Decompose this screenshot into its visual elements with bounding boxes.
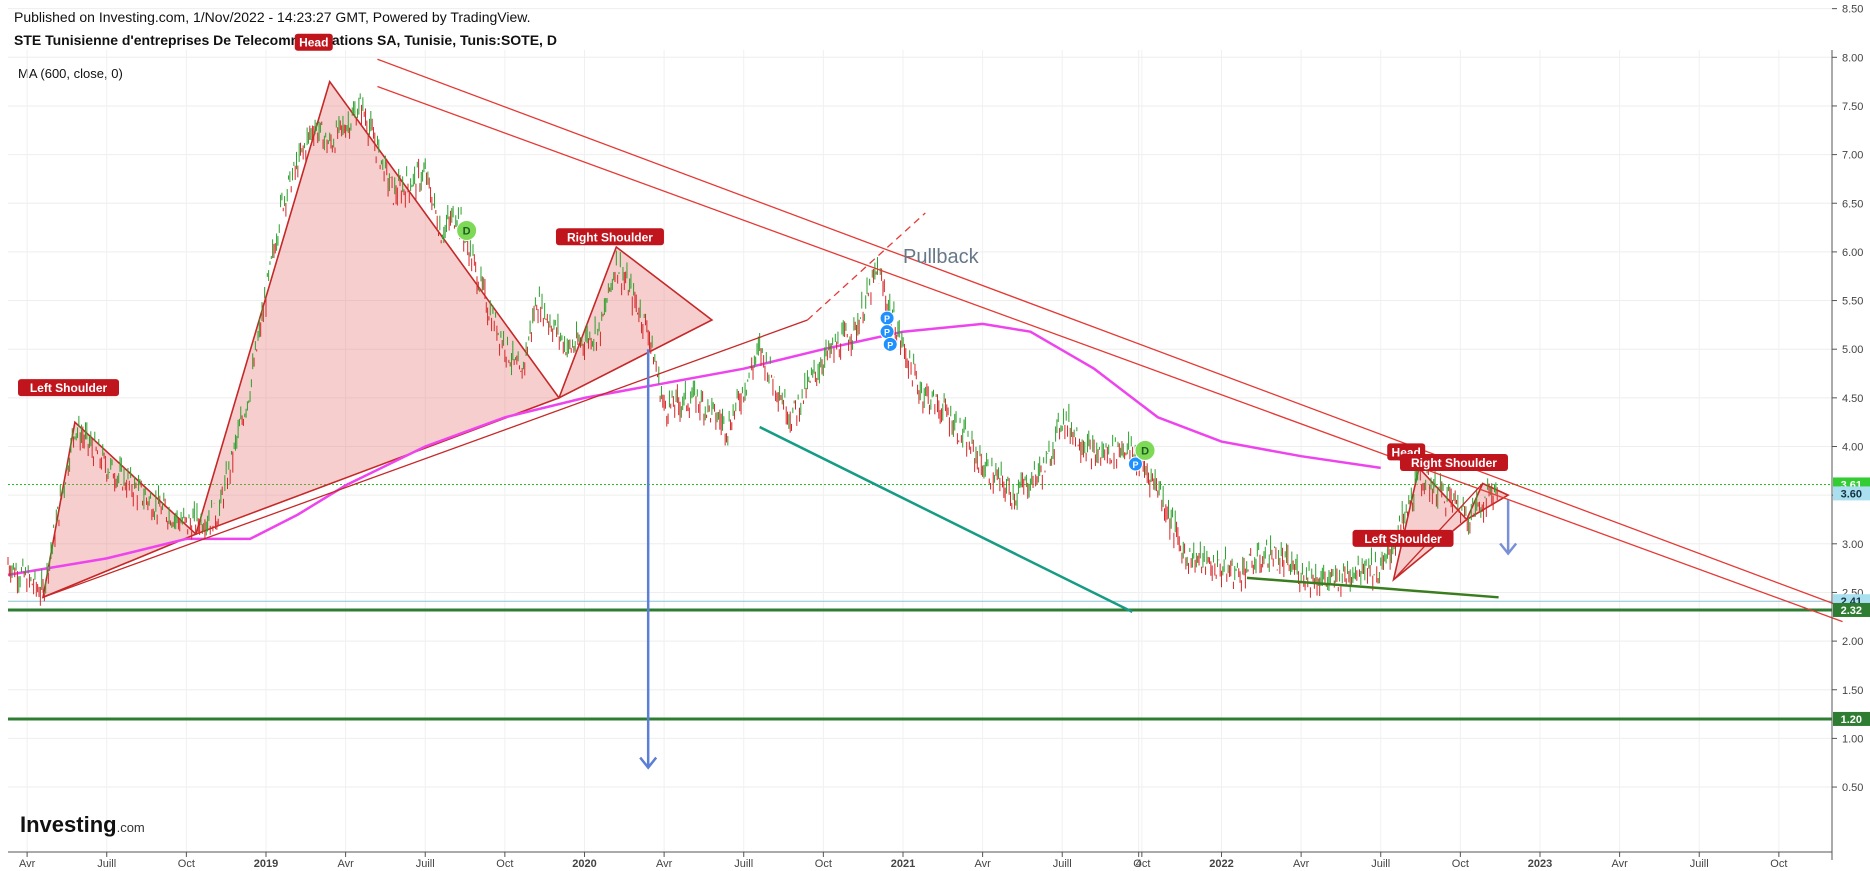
trend-line[interactable]: [377, 85, 1843, 623]
y-tick-label: 6.00: [1842, 247, 1863, 259]
y-tick-label: 5.50: [1842, 296, 1863, 308]
trend-line[interactable]: [759, 425, 1133, 614]
logo-main: Investing: [20, 812, 117, 837]
event-marker-label: D: [463, 225, 471, 237]
x-tick-label: Avr: [1293, 858, 1310, 870]
pattern-triangle: [41, 420, 198, 599]
target-arrows: [639, 349, 1518, 770]
y-tick-label: 3.00: [1842, 539, 1863, 551]
event-marker-label: D: [1141, 445, 1149, 457]
pattern-label-box: [1399, 454, 1508, 472]
y-tick-label: 1.50: [1842, 685, 1863, 697]
horizontal-levels: [8, 483, 1832, 721]
price-tag: [1833, 602, 1870, 617]
investing-logo: Investing.com: [20, 812, 145, 838]
pattern-label-box: [1352, 529, 1454, 547]
trend-lines[interactable]: [42, 58, 1843, 623]
y-tick-label: 1.00: [1842, 733, 1863, 745]
y-tick-label: 6.50: [1842, 198, 1863, 210]
y-tick-label: 8.50: [1842, 4, 1863, 16]
arrow-head: [1499, 542, 1518, 556]
x-tick-label: Juill: [1371, 858, 1390, 870]
moving-average: [7, 322, 1381, 577]
y-tick-label: 7.00: [1842, 150, 1863, 162]
x-tick-label: 2021: [891, 858, 915, 870]
pattern-label-box: [555, 228, 664, 246]
x-tick-label: Avr: [1611, 858, 1628, 870]
ma-line: [7, 322, 1381, 577]
event-marker-p[interactable]: [1127, 456, 1143, 472]
trend-line[interactable]: [42, 319, 808, 598]
event-marker-label: P: [884, 314, 890, 324]
x-tick-label: 2020: [572, 858, 596, 870]
x-tick-label: Juill: [97, 858, 116, 870]
pattern-label: Right Shoulder: [1411, 456, 1497, 470]
y-tick-label: 4.50: [1842, 393, 1863, 405]
price-tag-label: 3.60: [1841, 488, 1862, 500]
y-axis[interactable]: 0.501.001.502.002.503.003.504.004.505.00…: [1831, 4, 1870, 860]
arrow-head: [639, 756, 658, 770]
event-marker-d[interactable]: [456, 219, 478, 241]
event-marker-label: P: [884, 328, 890, 338]
x-tick-label: Juill: [416, 858, 435, 870]
x-tick-label: 2022: [1209, 858, 1233, 870]
x-tick-label: Avr: [656, 858, 673, 870]
x-tick-label: Oct: [815, 858, 832, 870]
x-tick-label: Juill: [1053, 858, 1072, 870]
price-tag-label: 1.20: [1841, 714, 1862, 726]
y-tick-label: 8.00: [1842, 52, 1863, 64]
y-tick-label: 2.00: [1842, 636, 1863, 648]
y-tick-label: 7.50: [1842, 101, 1863, 113]
x-tick-label: Oct: [1452, 858, 1469, 870]
event-marker-label: P: [887, 340, 893, 350]
x-tick-label: 2019: [254, 858, 278, 870]
x-tick-label: Oct: [1133, 858, 1150, 870]
x-tick-label: Juill: [734, 858, 753, 870]
x-tick-label: 2023: [1528, 858, 1552, 870]
x-tick-label: Oct: [1770, 858, 1787, 870]
x-tick-label: 4: [1136, 858, 1142, 870]
pattern-label-box: [18, 379, 120, 397]
published-line: Published on Investing.com, 1/Nov/2022 -…: [14, 9, 531, 25]
trend-line[interactable]: [1246, 576, 1499, 599]
price-series: [7, 93, 1498, 606]
event-marker-d[interactable]: [1134, 439, 1156, 461]
x-tick-label: Juill: [1690, 858, 1709, 870]
pattern-triangle: [194, 79, 561, 536]
x-tick-label: Avr: [337, 858, 354, 870]
pattern-label: Left Shoulder: [30, 381, 108, 395]
pattern-shading: [41, 79, 1510, 599]
x-tick-label: Oct: [178, 858, 195, 870]
pattern-label-box: [294, 33, 333, 51]
trend-line[interactable]: [806, 212, 926, 321]
indicator-legend[interactable]: MA (600, close, 0): [18, 66, 123, 81]
pullback-label: Pullback: [903, 246, 980, 268]
logo-suffix: .com: [116, 820, 145, 835]
y-tick-label: 4.00: [1842, 442, 1863, 454]
x-tick-label: Avr: [19, 858, 36, 870]
price-tag: [1833, 486, 1870, 501]
pattern-triangle: [1392, 466, 1468, 582]
price-tag: [1833, 711, 1870, 726]
event-marker-label: P: [1132, 460, 1138, 470]
trend-line[interactable]: [377, 58, 1843, 608]
x-axis[interactable]: Avr Juill Oct 2019 Avr Juill Oct 2020 Avr Juill Oc…: [8, 851, 1832, 870]
y-tick-label: 0.50: [1842, 782, 1863, 794]
x-tick-label: Avr: [974, 858, 991, 870]
pattern-label: Right Shoulder: [567, 230, 653, 244]
pattern-label: Left Shoulder: [1364, 532, 1442, 546]
pattern-label: Head: [299, 36, 328, 50]
y-tick-label: 5.00: [1842, 344, 1863, 356]
chart-title: STE Tunisienne d'entreprises De Telecomm…: [14, 32, 557, 48]
event-marker-p[interactable]: [882, 336, 898, 352]
price-tag-label: 2.32: [1841, 605, 1862, 617]
pattern-triangle: [557, 245, 714, 400]
x-tick-label: Oct: [496, 858, 513, 870]
